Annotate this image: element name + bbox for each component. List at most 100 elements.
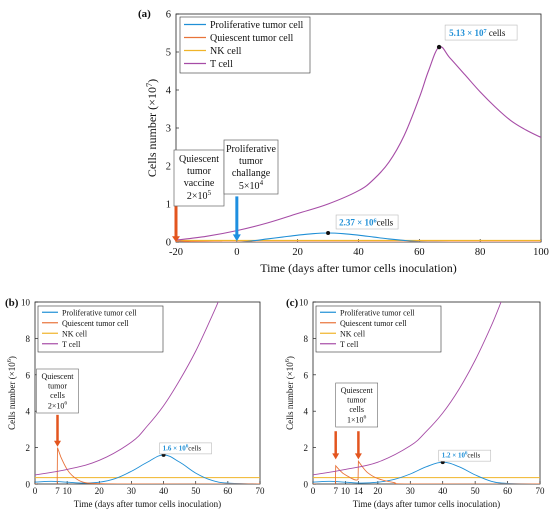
y-axis-label-base: Cells number (×10 <box>285 362 295 430</box>
y-tick-label: 10 <box>299 298 309 308</box>
prolif-peak-suffix: cells <box>377 217 394 227</box>
dose-amount-exp: 6 <box>364 415 367 421</box>
dose-box <box>335 382 379 428</box>
dose-amount: 2×106 <box>48 401 68 411</box>
series-line-tcell <box>176 46 541 241</box>
x-tick-label: 7 <box>333 486 338 496</box>
y-tick-label: 5 <box>166 48 171 59</box>
prolif-peak-label: 1.6 × 106cells <box>163 444 202 452</box>
dose-arrow-head <box>332 453 340 460</box>
y-tick-label: 8 <box>304 334 309 344</box>
y-tick-label: 2 <box>26 443 31 453</box>
prolif-peak-exp: 6 <box>465 452 468 457</box>
vaccine-dose: 2×105 <box>187 189 212 202</box>
dose-label-line: tumor <box>347 396 366 405</box>
challenge-arrow-head <box>232 234 241 242</box>
x-tick-label: 50 <box>191 486 201 496</box>
x-tick-label: 70 <box>536 486 546 496</box>
dose-label-line: Quiescent <box>341 386 374 395</box>
prolif-peak-value: 1.6 × 10 <box>163 444 187 452</box>
legend-box <box>315 305 442 353</box>
series-line-quiescent <box>176 240 541 242</box>
x-tick-label: 0 <box>234 247 239 258</box>
x-axis-label: Time (days after tumor cells inoculation… <box>260 261 457 275</box>
vaccine-dose-exp: 5 <box>208 189 212 197</box>
x-tick-label: 80 <box>475 247 486 258</box>
legend: Proliferative tumor cell Quiescent tumor … <box>315 305 442 353</box>
x-tick-label: 10 <box>63 486 73 496</box>
tcell-peak-suffix: cells <box>487 28 506 38</box>
x-tick-label: 30 <box>406 486 416 496</box>
y-tick-label: 8 <box>26 334 31 344</box>
y-axis-label-group: Cells number (×106) <box>284 356 295 430</box>
x-tick-label: 50 <box>471 486 481 496</box>
dose-label-line: cells <box>50 391 65 400</box>
legend-label: T cell <box>340 340 359 349</box>
prolif-peak-label: 1.2 × 106cells <box>442 452 481 460</box>
x-tick-label: -20 <box>169 247 183 258</box>
legend-label: NK cell <box>210 46 242 57</box>
y-tick-label: 0 <box>304 480 309 490</box>
y-axis-label-close: ) <box>145 79 159 83</box>
challenge-label-line: tumor <box>239 156 264 167</box>
legend-label: NK cell <box>340 329 366 338</box>
y-tick-label: 2 <box>166 162 171 173</box>
series-line-tcell <box>35 302 219 476</box>
prolif-peak-exp: 6 <box>186 444 189 449</box>
dose-amount-exp: 6 <box>64 401 67 407</box>
y-axis-label-base: Cells number (×10 <box>7 362 17 430</box>
challenge-dose: 5×104 <box>239 179 264 192</box>
y-tick-label: 6 <box>304 370 309 380</box>
x-tick-label: 20 <box>373 486 383 496</box>
x-tick-label: 60 <box>223 486 233 496</box>
challenge-label-line: challange <box>232 168 271 179</box>
series-line-proliferative <box>35 454 260 484</box>
x-tick-label: 40 <box>353 247 364 258</box>
x-tick-label: 70 <box>256 486 266 496</box>
panel-label: (a) <box>138 8 151 20</box>
vaccine-arrow-head <box>172 236 180 242</box>
x-tick-label: 14 <box>354 486 364 496</box>
dose-amount: 1×106 <box>347 415 367 425</box>
challenge-box <box>223 139 279 195</box>
prolif-peak-box <box>159 442 212 455</box>
vaccine-dose-base: 2×10 <box>187 191 208 202</box>
y-axis-label: Cells number (×106) <box>284 356 295 430</box>
x-tick-label: 40 <box>438 486 448 496</box>
y-tick-label: 0 <box>166 238 171 249</box>
tcell-peak-label: 5.13 × 107 cells <box>449 28 506 38</box>
dose-amount-base: 2×10 <box>48 402 65 411</box>
y-tick-label: 4 <box>26 407 31 417</box>
y-axis-label-close: ) <box>7 356 17 359</box>
series-line-tcell <box>313 302 502 476</box>
y-tick-label: 1 <box>166 200 171 211</box>
x-tick-label: 10 <box>341 486 351 496</box>
panel-label: (b) <box>5 297 19 309</box>
vaccine-label-line: vaccine <box>184 178 215 189</box>
challenge-dose-exp: 4 <box>260 179 264 187</box>
series-line-proliferative <box>313 461 540 484</box>
vaccine-box <box>173 149 225 207</box>
dose-box <box>36 368 79 414</box>
prolif-peak-exp: 6 <box>373 217 376 224</box>
x-tick-label: 100 <box>533 247 549 258</box>
y-axis-label: Cells number (×107) <box>145 79 159 177</box>
y-tick-label: 3 <box>166 124 171 135</box>
y-tick-label: 0 <box>26 480 31 490</box>
panel-label: (c) <box>286 297 299 309</box>
challenge-label-line: Proliferative <box>226 144 277 155</box>
dose-amount-base: 1×10 <box>347 416 364 425</box>
vaccine-label-line: Quiescent <box>179 154 219 165</box>
x-axis-label: Time (days after tumor cells inoculation… <box>353 499 500 509</box>
y-axis-label: Cells number (×106) <box>6 356 17 430</box>
prolif-peak-label: 2.37 × 106cells <box>339 217 394 227</box>
x-tick-label: 60 <box>414 247 425 258</box>
x-tick-label: 60 <box>503 486 513 496</box>
legend-label: Proliferative tumor cell <box>62 308 137 317</box>
series-line-quiescent <box>313 459 540 484</box>
x-tick-label: 0 <box>311 486 316 496</box>
